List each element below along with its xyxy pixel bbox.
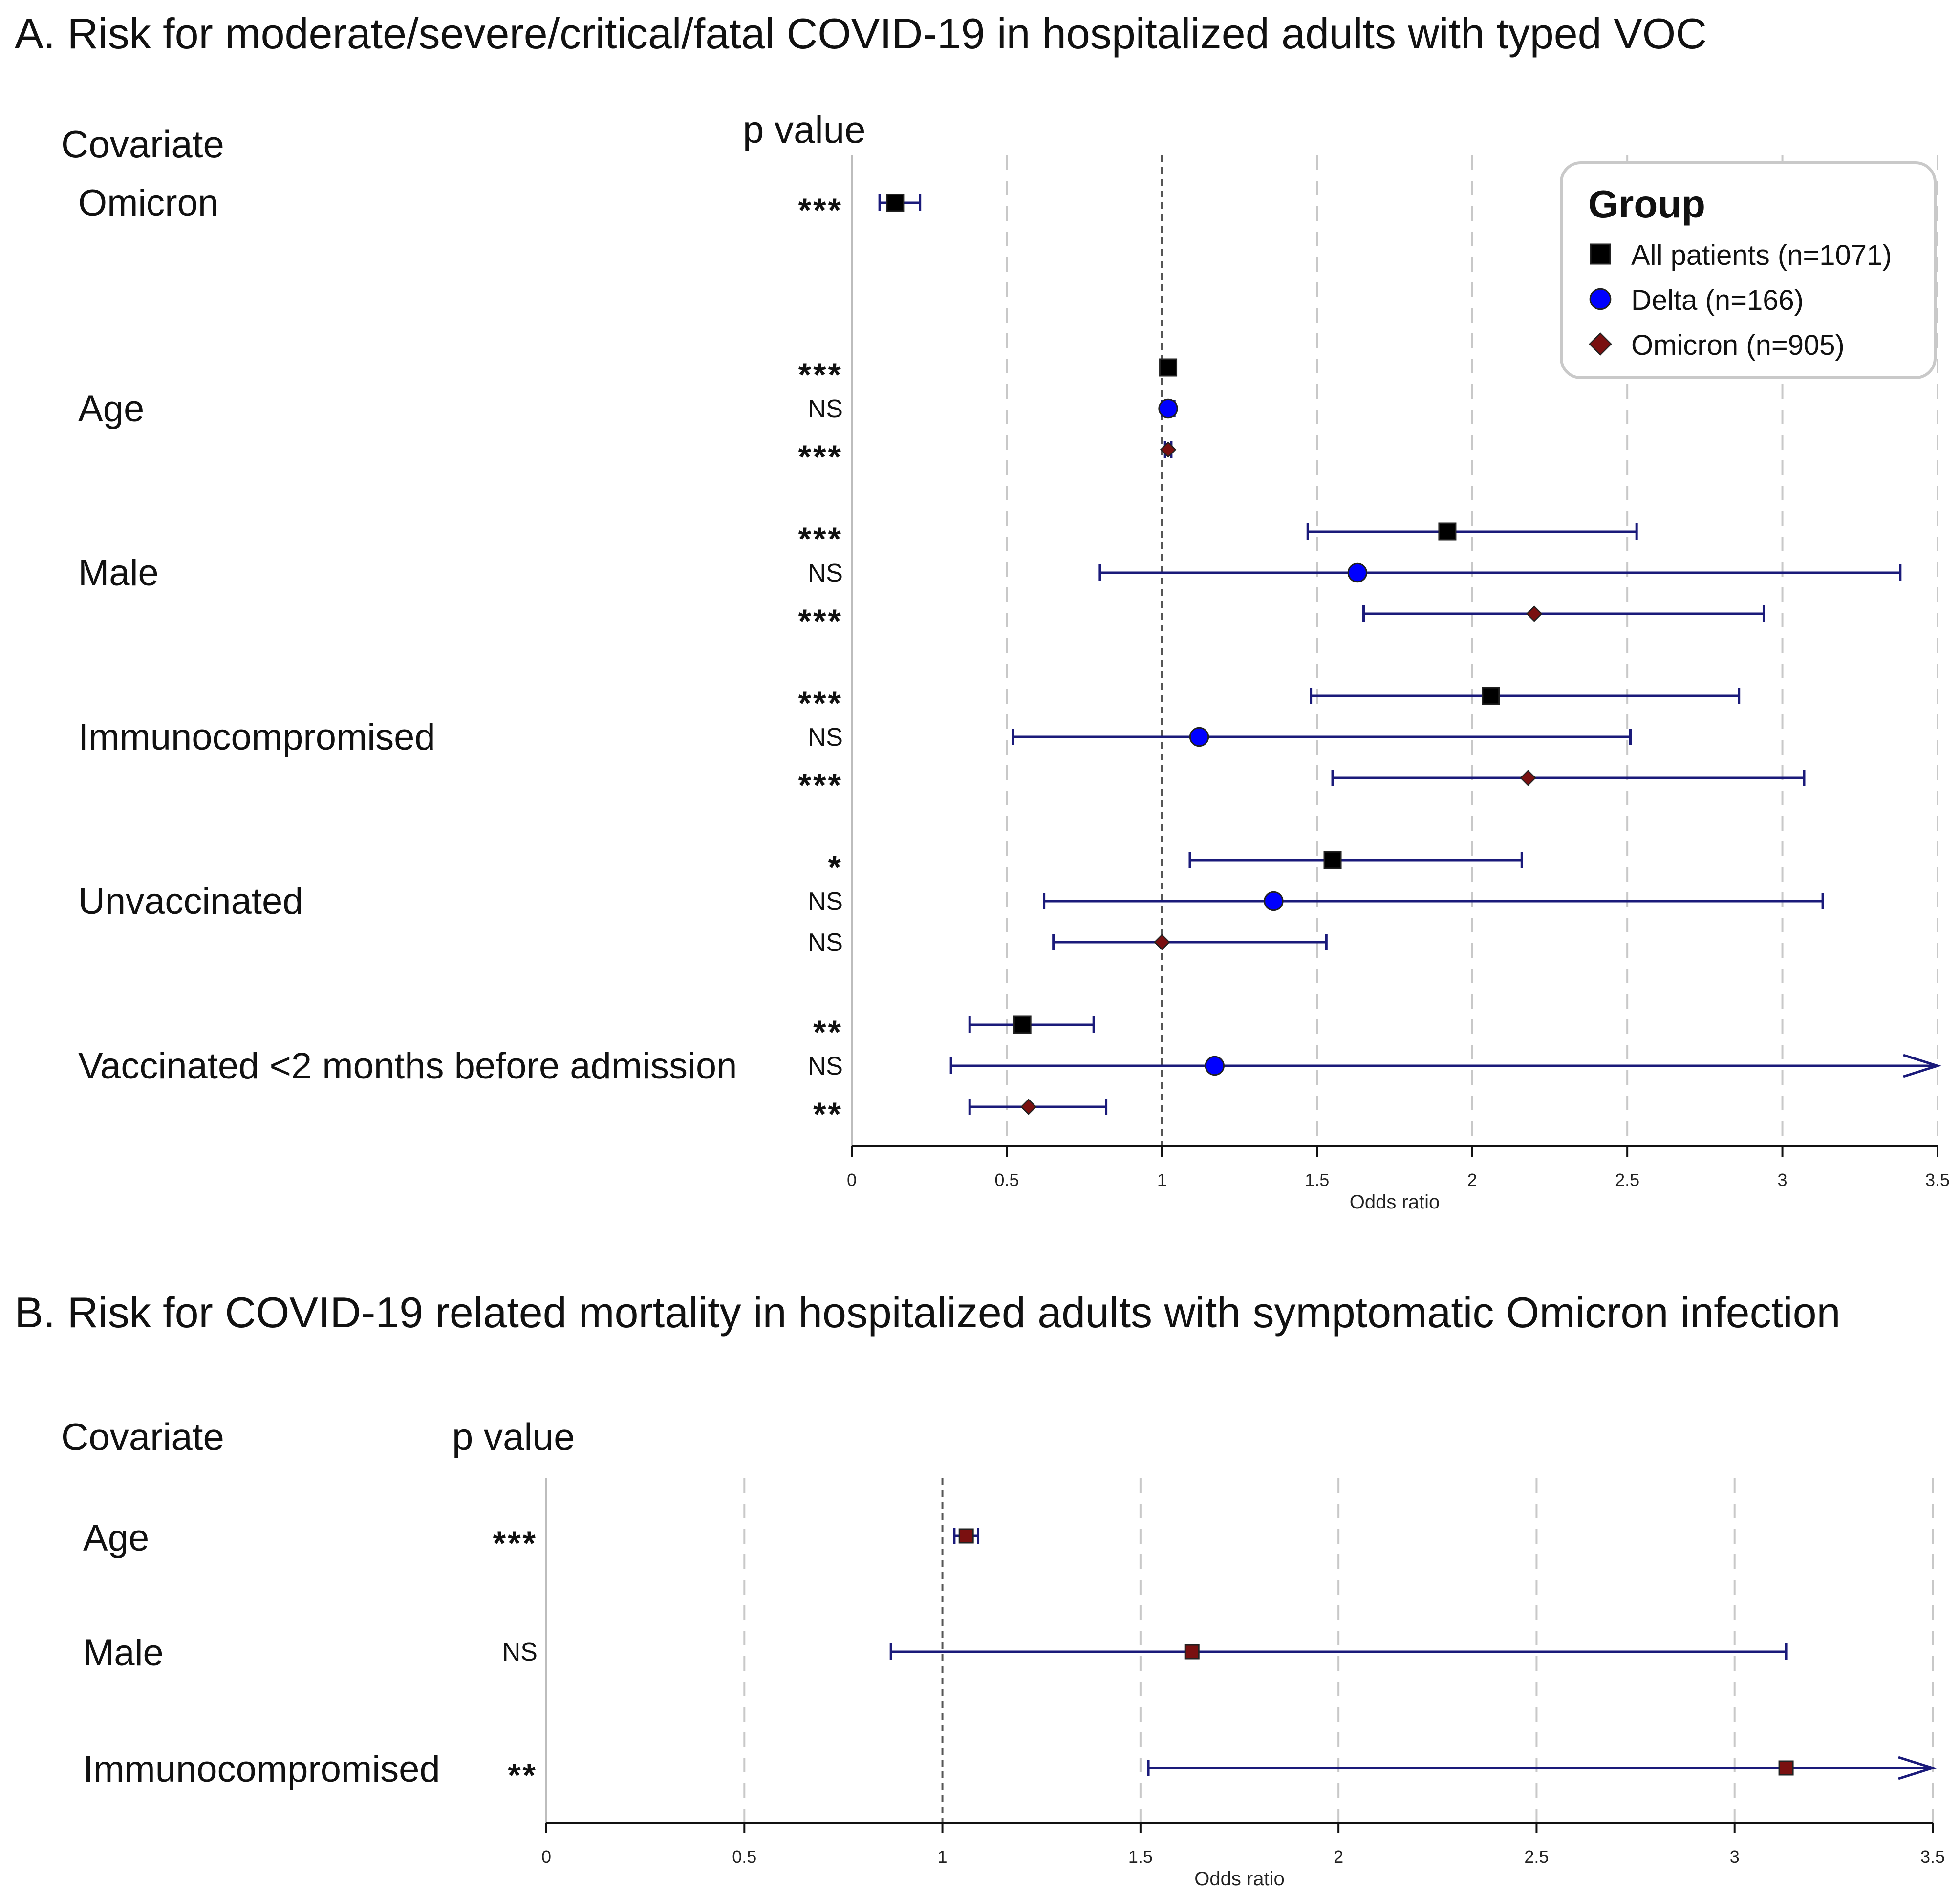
covariate-label-immunocompromised: Immunocompromised <box>78 716 435 758</box>
point-all-patients <box>1438 522 1457 541</box>
x-axis-label: Odds ratio <box>1350 1191 1440 1213</box>
x-tick-label: 1 <box>938 1847 948 1867</box>
point-all-patients <box>886 194 905 212</box>
p-value-delta: NS <box>808 395 843 423</box>
p-value-all-patients: *** <box>798 192 843 229</box>
legend-marker-delta <box>1589 288 1612 310</box>
p-value-all-patients: *** <box>798 520 843 558</box>
x-tick-label: 1 <box>1157 1170 1167 1190</box>
p-value-all-patients: ** <box>813 1014 843 1051</box>
point-omicron <box>1160 441 1177 458</box>
x-tick-label: 2 <box>1334 1847 1343 1867</box>
p-value-omicron: *** <box>798 438 843 475</box>
p-value-omicron: ** <box>813 1096 843 1133</box>
legend-entry-all-patients: All patients (n=1071) <box>1631 239 1892 271</box>
covariate-label-unvaccinated: Unvaccinated <box>78 881 303 922</box>
point-all-patients <box>1323 851 1342 869</box>
x-tick-label: 2 <box>1467 1170 1477 1190</box>
x-tick-label: 0.5 <box>994 1170 1019 1190</box>
p-value-omicron: ** <box>508 1757 538 1794</box>
legend-box <box>1560 161 1937 379</box>
x-tick-label: 0 <box>541 1847 551 1867</box>
x-tick-label: 3.5 <box>1920 1847 1945 1867</box>
point-delta <box>1205 1056 1225 1076</box>
point-all-patients <box>1013 1015 1032 1034</box>
p-value-omicron: *** <box>798 603 843 640</box>
point-omicron <box>1520 770 1536 786</box>
x-tick-label: 1.5 <box>1305 1170 1329 1190</box>
p-value-omicron: *** <box>493 1525 538 1562</box>
panel-b-pvalue-header: p value <box>452 1415 575 1458</box>
point-all-patients <box>1482 687 1500 705</box>
point-omicron <box>1020 1099 1037 1115</box>
x-tick-label: 3 <box>1778 1170 1788 1190</box>
x-tick-label: 0 <box>847 1170 857 1190</box>
p-value-delta: NS <box>808 723 843 752</box>
point-omicron <box>1154 934 1170 950</box>
x-axis-label: Odds ratio <box>1194 1868 1285 1890</box>
point-delta <box>1347 562 1368 583</box>
p-value-delta: NS <box>808 559 843 587</box>
x-tick-label: 3.5 <box>1925 1170 1950 1190</box>
panel-a-title: A. Risk for moderate/severe/critical/fat… <box>15 9 1707 58</box>
point-delta <box>1158 398 1178 419</box>
point-delta <box>1264 891 1284 911</box>
legend: Group All patients (n=1071) Delta (n=166) O… <box>1560 161 1937 379</box>
ci-arrow <box>1903 1054 1942 1078</box>
legend-marker-omicron <box>1589 332 1612 356</box>
p-value-all-patients: *** <box>798 356 843 393</box>
p-value-omicron: NS <box>502 1638 538 1666</box>
p-value-all-patients: *** <box>798 685 843 722</box>
p-value-omicron: *** <box>798 767 843 804</box>
covariate-label-age: Age <box>83 1517 149 1559</box>
point-omicron <box>1184 1644 1200 1660</box>
point-omicron <box>1778 1760 1794 1776</box>
panel-a-covariate-header: Covariate <box>61 123 224 166</box>
legend-marker-all-patients <box>1590 243 1611 265</box>
x-tick-label: 1.5 <box>1128 1847 1153 1867</box>
covariate-label-male: Male <box>78 552 159 594</box>
point-delta <box>1189 727 1209 747</box>
ci-arrow <box>1898 1756 1937 1780</box>
p-value-omicron: NS <box>808 928 843 957</box>
legend-title: Group <box>1588 182 1705 226</box>
panel-b-covariate-header: Covariate <box>61 1415 224 1458</box>
x-tick-label: 2.5 <box>1524 1847 1549 1867</box>
p-value-delta: NS <box>808 1052 843 1080</box>
covariate-label-age: Age <box>78 388 144 430</box>
covariate-label-male: Male <box>83 1632 164 1674</box>
point-omicron <box>1526 605 1543 622</box>
legend-entry-omicron: Omicron (n=905) <box>1631 329 1845 361</box>
covariate-label-vaccinated-2-months-before-admission: Vaccinated <2 months before admission <box>78 1045 737 1087</box>
covariate-label-omicron: Omicron <box>78 182 218 224</box>
point-omicron <box>958 1528 974 1544</box>
legend-entry-delta: Delta (n=166) <box>1631 284 1804 316</box>
x-tick-label: 0.5 <box>732 1847 756 1867</box>
covariate-label-immunocompromised: Immunocompromised <box>83 1748 440 1790</box>
x-tick-label: 3 <box>1730 1847 1740 1867</box>
panel-b-title: B. Risk for COVID-19 related mortality i… <box>15 1288 1841 1337</box>
p-value-all-patients: * <box>828 849 843 886</box>
p-value-delta: NS <box>808 887 843 916</box>
x-tick-label: 2.5 <box>1615 1170 1639 1190</box>
panel-a-pvalue-header: p value <box>743 108 866 151</box>
point-all-patients <box>1159 358 1178 377</box>
